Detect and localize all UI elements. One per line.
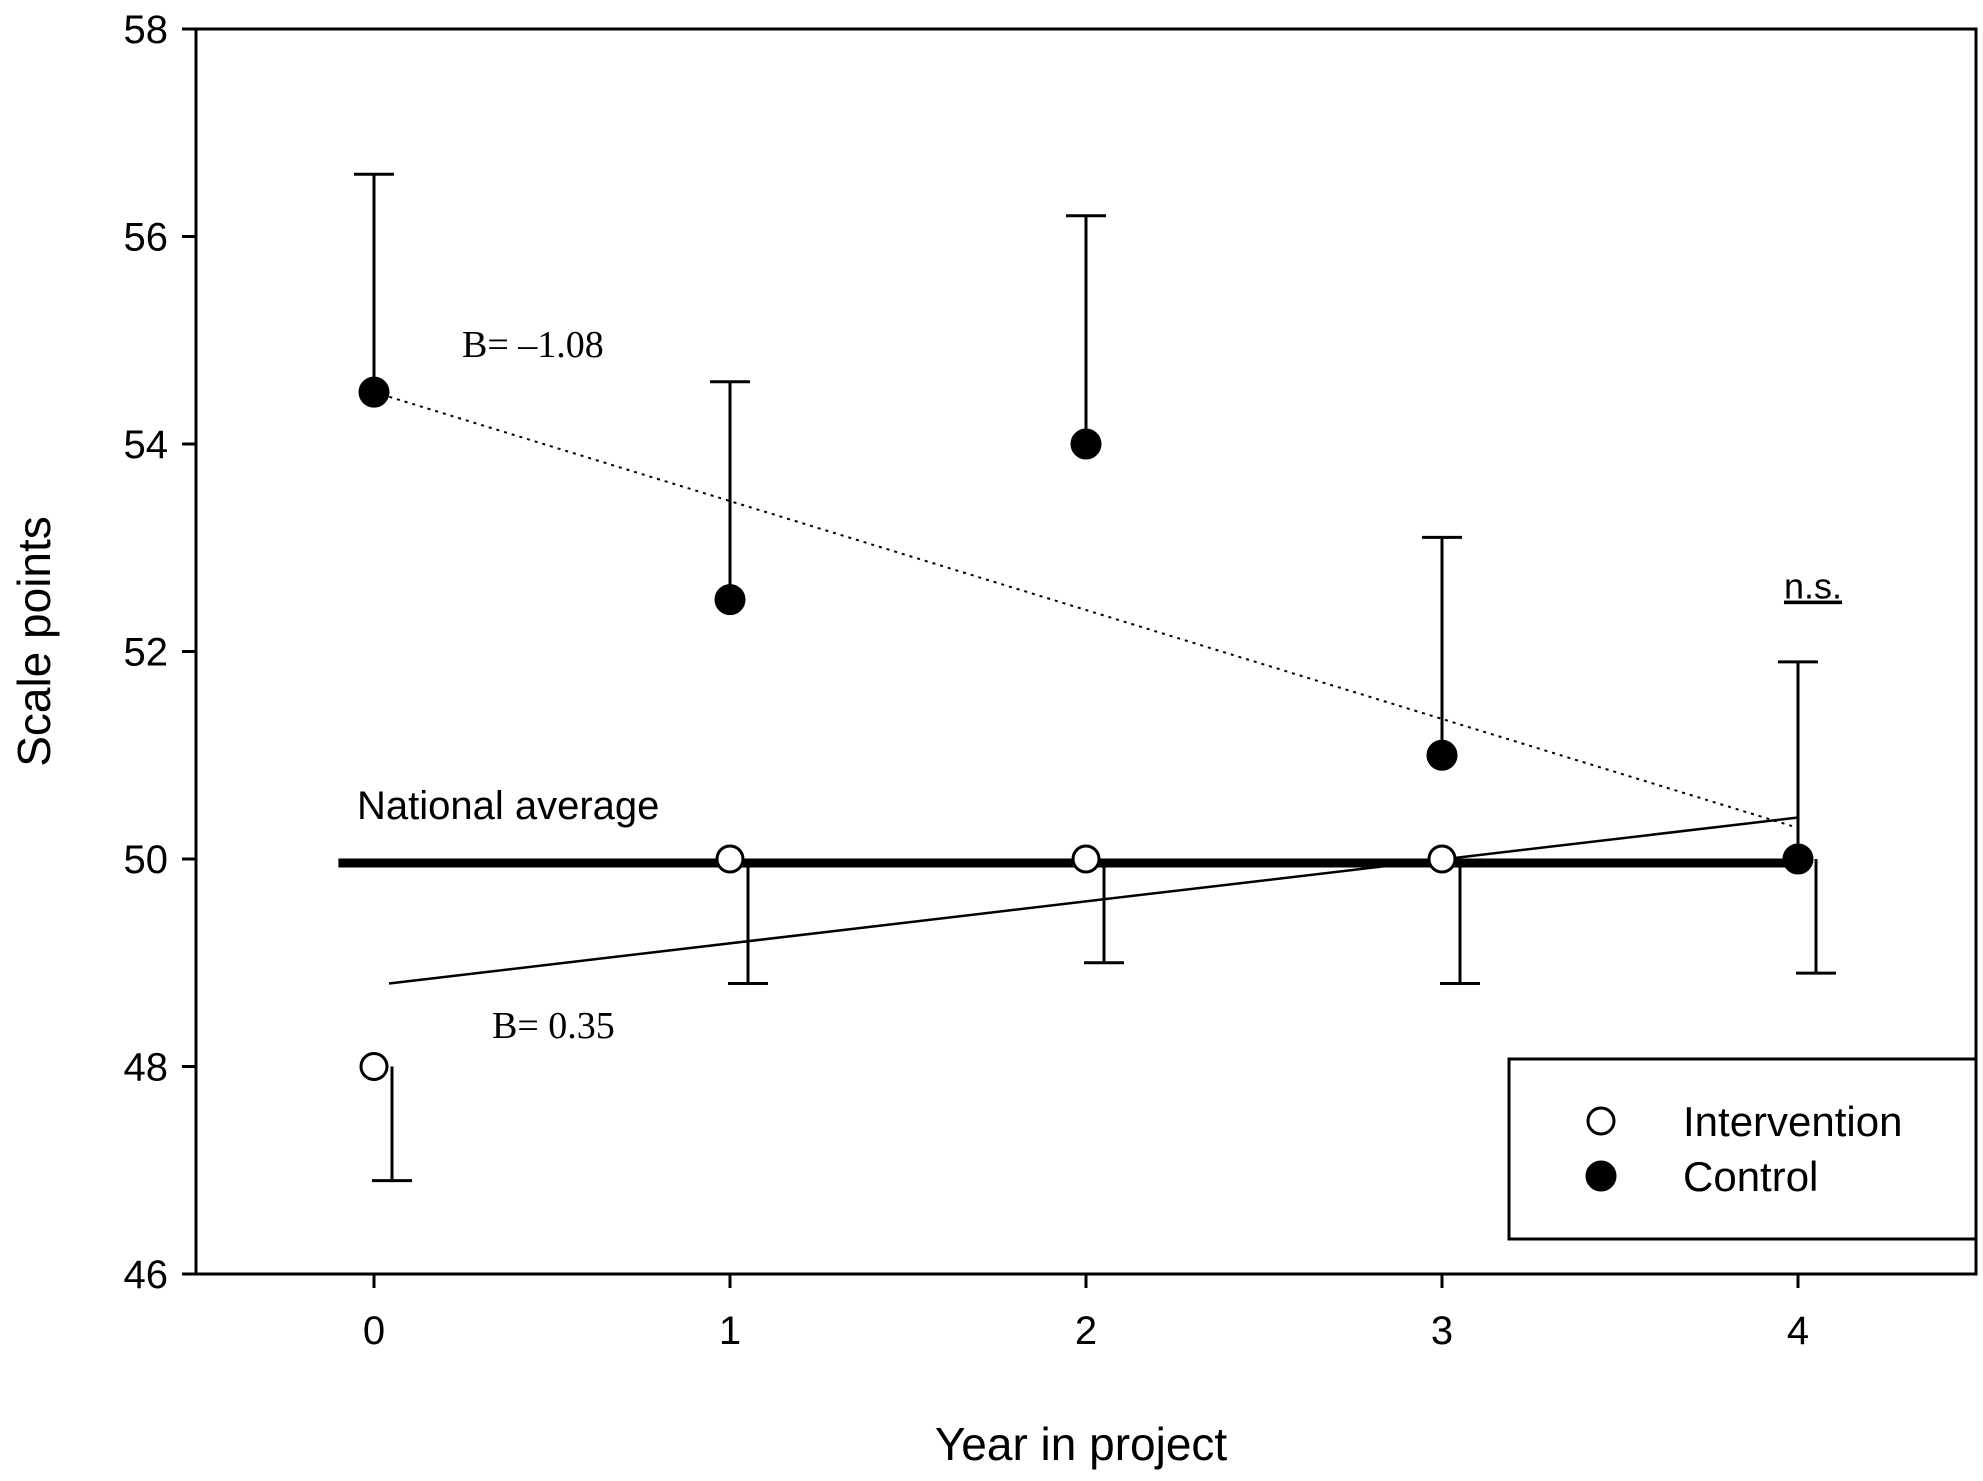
control-point — [1782, 843, 1814, 875]
x-axis-label: Year in project — [935, 1418, 1228, 1470]
intervention-point — [715, 844, 745, 874]
intervention-point — [1071, 844, 1101, 874]
control-point — [714, 584, 746, 616]
x-tick-label: 3 — [1431, 1309, 1453, 1353]
x-axis: 0 1 2 3 4 — [363, 1274, 1809, 1353]
x-tick-label: 4 — [1787, 1309, 1809, 1353]
y-tick-label: 56 — [124, 216, 169, 260]
legend-intervention-label: Intervention — [1683, 1098, 1902, 1145]
control-trend-label: B= –1.08 — [462, 324, 604, 366]
intervention-trend-label: B= 0.35 — [492, 1005, 615, 1047]
legend-intervention-marker — [1586, 1106, 1616, 1136]
y-tick-label: 48 — [124, 1046, 169, 1090]
legend-box — [1507, 1057, 1978, 1241]
y-tick-label: 58 — [124, 8, 169, 52]
legend-control-marker — [1585, 1160, 1617, 1192]
x-tick-label: 2 — [1075, 1309, 1097, 1353]
y-axis-label: Scale points — [8, 516, 60, 767]
ns-annotation: n.s. — [1784, 566, 1842, 607]
intervention-point — [359, 1052, 389, 1081]
legend: Intervention Control — [1507, 1057, 1978, 1241]
data-points — [358, 376, 1814, 1081]
control-trend-line — [373, 391, 1799, 829]
control-point — [358, 376, 390, 408]
y-tick-label: 54 — [124, 423, 169, 467]
y-tick-label: 50 — [124, 838, 169, 882]
control-point — [1426, 739, 1458, 771]
legend-control-label: Control — [1683, 1153, 1818, 1200]
y-axis: 46 48 50 52 54 56 58 — [124, 8, 196, 1297]
national-average-label: National average — [357, 784, 659, 828]
intervention-trend-line — [388, 816, 1799, 985]
y-tick-label: 52 — [124, 631, 169, 675]
intervention-point — [1427, 844, 1457, 874]
x-tick-label: 1 — [719, 1309, 741, 1353]
error-bars — [354, 172, 1836, 1183]
y-tick-label: 46 — [124, 1253, 169, 1297]
control-point — [1070, 428, 1102, 460]
x-tick-label: 0 — [363, 1309, 385, 1353]
